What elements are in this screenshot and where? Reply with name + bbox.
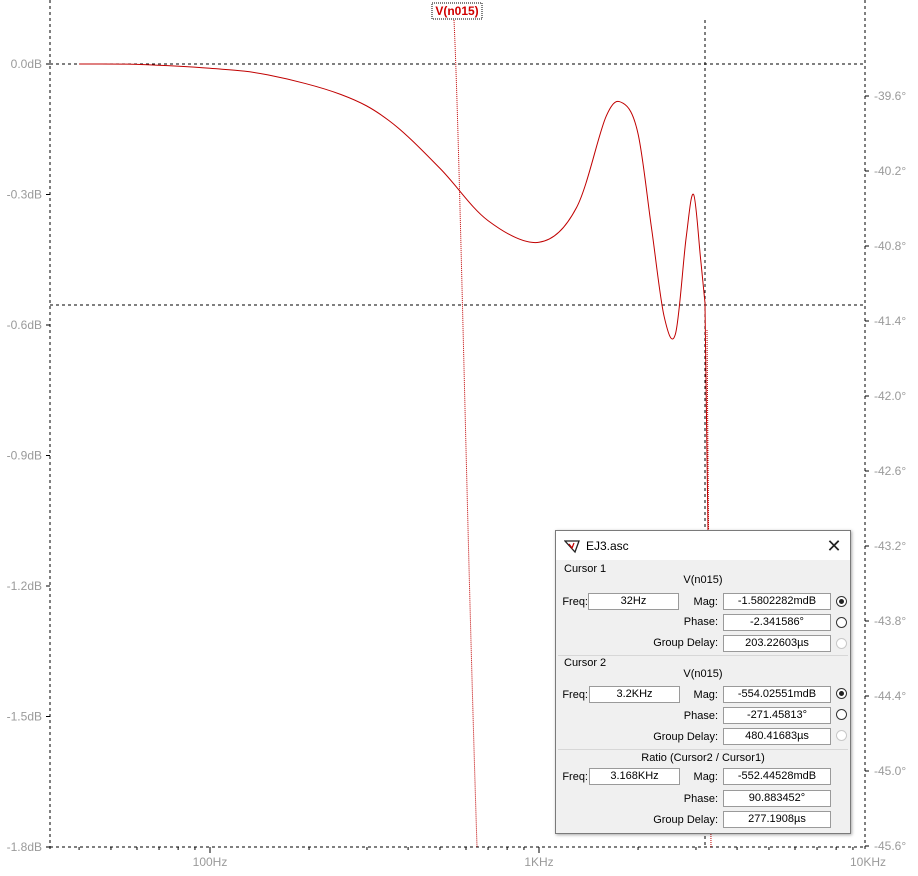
- cursor1-phase-radio[interactable]: [836, 617, 847, 628]
- cursor2-phase-field[interactable]: -271.45813°: [723, 707, 831, 724]
- tick-marks: [46, 63, 869, 853]
- cursor1-mag-label: Mag:: [693, 596, 718, 608]
- cursor2-group-delay-label: Group Delay:: [653, 731, 718, 743]
- left-tick-label: -0.3dB: [7, 188, 42, 202]
- x-tick-label: 100Hz: [193, 855, 228, 869]
- separator: [558, 749, 848, 750]
- cursor1-phase-field[interactable]: -2.341586°: [723, 614, 831, 631]
- cursor2-freq-field[interactable]: 3.2KHz: [589, 686, 680, 703]
- right-tick-label: -45.6°: [874, 839, 906, 853]
- cursor2-phase-radio[interactable]: [836, 709, 847, 720]
- separator: [558, 655, 848, 656]
- cursor2-trace-name: V(n015): [683, 668, 723, 680]
- ratio-mag-field[interactable]: -552.44528mdB: [723, 768, 831, 785]
- cursor1-group-delay-field[interactable]: 203.22603µs: [723, 635, 831, 652]
- ratio-phase-label: Phase:: [683, 793, 718, 805]
- trace-label-box: [431, 2, 483, 20]
- ratio-group-delay-label: Group Delay:: [653, 814, 718, 826]
- cursor1-group-delay-label: Group Delay:: [653, 637, 718, 649]
- magnitude-trace: [79, 63, 706, 340]
- x-axis-labels: 100Hz 1KHz 10KHz: [193, 855, 886, 869]
- x-tick-label: 10KHz: [850, 855, 886, 869]
- right-tick-label: -44.4°: [874, 689, 906, 703]
- cursor1-mag-field[interactable]: -1.5802282mdB: [723, 593, 831, 610]
- cursor2-section-label: Cursor 2: [564, 657, 607, 669]
- plot-frame: [49, 0, 866, 850]
- ratio-mag-label: Mag:: [693, 771, 718, 783]
- cursor1-freq-label: Freq:: [562, 596, 588, 608]
- cursor1-group-delay-radio: [836, 638, 847, 649]
- ltspice-app-icon: [564, 540, 580, 554]
- cursor-dialog[interactable]: EJ3.asc ✕ Cursor 1 V(n015) Freq: 32Hz Ma…: [555, 530, 851, 834]
- ratio-section-label: Ratio (Cursor2 / Cursor1): [641, 752, 765, 764]
- dialog-title: EJ3.asc: [586, 539, 629, 553]
- right-tick-label: -42.0°: [874, 389, 906, 403]
- cursor2-mag-radio[interactable]: [836, 688, 847, 699]
- cursor2-mag-label: Mag:: [693, 689, 718, 701]
- magnitude-trace-drop: [704, 304, 709, 531]
- cursor2-mag-field[interactable]: -554.02551mdB: [723, 686, 831, 703]
- right-tick-label: -40.8°: [874, 239, 906, 253]
- cursor1-section-label: Cursor 1: [564, 563, 607, 575]
- ratio-phase-field[interactable]: 90.883452°: [723, 790, 831, 807]
- cursor1-phase-label: Phase:: [683, 616, 718, 628]
- ratio-freq-field[interactable]: 3.168KHz: [589, 768, 680, 785]
- cursor2-group-delay-radio: [836, 730, 847, 741]
- cursor2-phase-label: Phase:: [683, 710, 718, 722]
- x-tick-label: 1KHz: [524, 855, 553, 869]
- phase-trace: [453, 19, 478, 848]
- cursor2-freq-label: Freq:: [562, 689, 588, 701]
- right-tick-label: -45.0°: [874, 764, 906, 778]
- right-axis-labels: -39.6° -40.2° -40.8° -41.4° -42.0° -42.6° -43.…: [874, 89, 906, 853]
- right-tick-label: -42.6°: [874, 464, 906, 478]
- left-axis-labels: 0.0dB -0.3dB -0.6dB -0.9dB -1.2dB -1.5dB -1.8d…: [7, 57, 42, 854]
- left-tick-label: -0.9dB: [7, 449, 42, 463]
- right-tick-label: -43.8°: [874, 614, 906, 628]
- ratio-group-delay-field[interactable]: 277.1908µs: [723, 811, 831, 828]
- right-tick-label: -40.2°: [874, 164, 906, 178]
- cursor1-freq-field[interactable]: 32Hz: [588, 593, 679, 610]
- right-tick-label: -39.6°: [874, 89, 906, 103]
- cursor2-crosshair[interactable]: [50, 20, 865, 847]
- cursor1-trace-name: V(n015): [683, 574, 723, 586]
- ratio-freq-label: Freq:: [562, 771, 588, 783]
- left-tick-label: -1.5dB: [7, 710, 42, 724]
- close-icon[interactable]: ✕: [826, 536, 842, 556]
- left-tick-label: -1.8dB: [7, 840, 42, 854]
- cursor1-mag-radio[interactable]: [836, 596, 847, 607]
- cursor2-group-delay-field[interactable]: 480.41683µs: [723, 728, 831, 745]
- dialog-titlebar[interactable]: EJ3.asc ✕: [556, 531, 850, 560]
- left-tick-label: -1.2dB: [7, 579, 42, 593]
- right-tick-label: -41.4°: [874, 314, 906, 328]
- right-tick-label: -43.2°: [874, 539, 906, 553]
- trace-label[interactable]: V(n015): [435, 4, 478, 18]
- left-tick-label: -0.6dB: [7, 318, 42, 332]
- left-tick-label: 0.0dB: [11, 57, 42, 71]
